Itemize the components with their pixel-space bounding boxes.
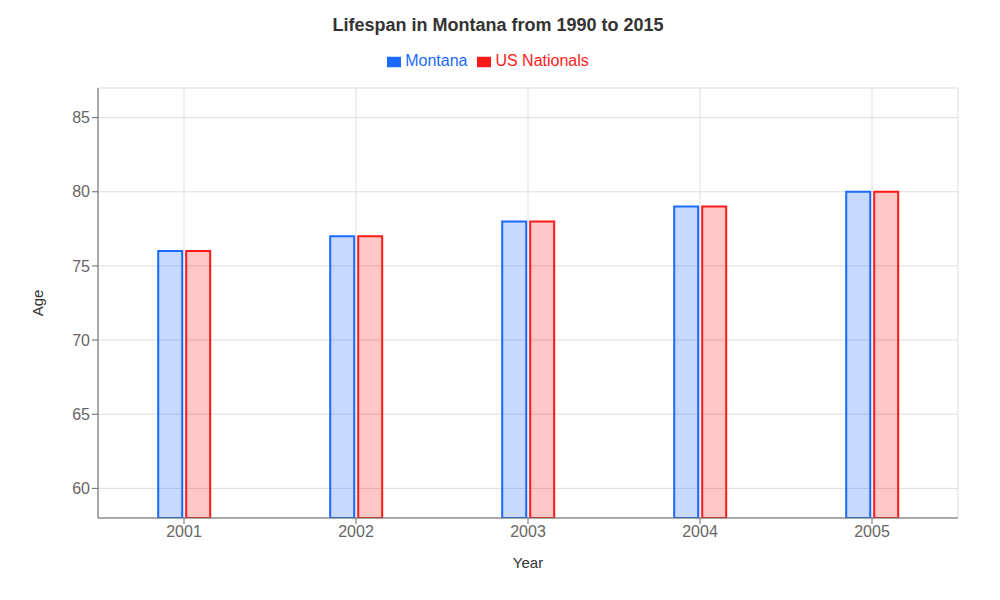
svg-text:75: 75 <box>72 258 90 275</box>
svg-text:65: 65 <box>72 406 90 423</box>
html-text:US Nationals: US Nationals <box>495 52 589 69</box>
svg-text:Age: Age <box>29 290 46 317</box>
svg-text:2003: 2003 <box>510 523 546 540</box>
svg-text:2005: 2005 <box>854 523 890 540</box>
svg-text:2004: 2004 <box>682 523 718 540</box>
svg-text:2002: 2002 <box>338 523 374 540</box>
svg-text:85: 85 <box>72 109 90 126</box>
svg-text:70: 70 <box>72 332 90 349</box>
html-text:Montana: Montana <box>405 52 468 69</box>
svg-text:60: 60 <box>72 480 90 497</box>
svg-text:Year: Year <box>513 554 543 571</box>
html-text:Lifespan in Montana from 1990: Lifespan in Montana from 1990 to 2015 <box>332 15 664 35</box>
svg-text:2001: 2001 <box>166 523 202 540</box>
svg-text:80: 80 <box>72 183 90 200</box>
